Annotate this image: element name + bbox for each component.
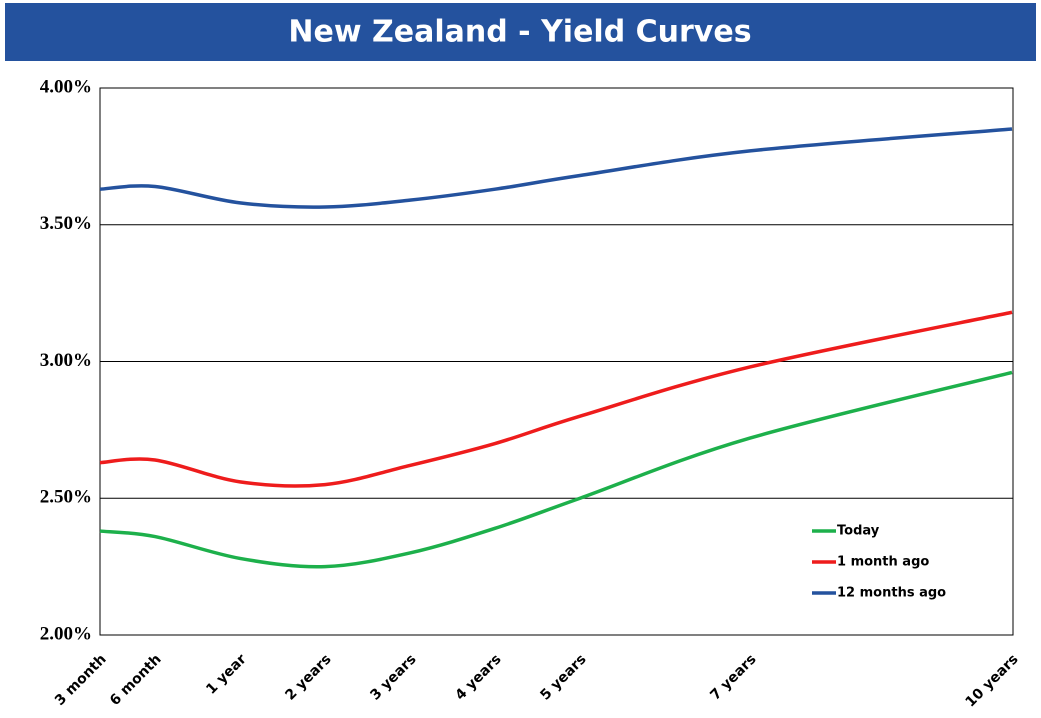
- x-tick-label: 3 years: [367, 651, 419, 703]
- y-tick-label: 2.50%: [40, 487, 92, 508]
- title-bar: [5, 3, 1036, 61]
- x-tick-label: 7 years: [707, 651, 759, 703]
- y-tick-label: 3.00%: [40, 350, 92, 371]
- x-tick-label: 4 years: [452, 651, 504, 703]
- x-tick-label: 6 month: [107, 651, 165, 709]
- legend-label: 1 month ago: [837, 555, 929, 570]
- series-line: [99, 310, 1013, 488]
- series-line: [99, 127, 1013, 209]
- x-tick-label: 5 years: [537, 651, 589, 703]
- x-tick-label: 2 years: [282, 651, 334, 703]
- x-tick-label: 1 year: [203, 651, 249, 697]
- legend-label: 12 months ago: [837, 586, 946, 601]
- legend-label: Today: [837, 524, 880, 539]
- y-tick-label: 3.50%: [40, 213, 92, 234]
- y-tick-label: 4.00%: [40, 76, 92, 97]
- x-tick-label: 3 month: [52, 651, 110, 709]
- series-line: [99, 370, 1013, 569]
- y-tick-label: 2.00%: [40, 623, 92, 644]
- x-tick-label: 10 years: [962, 651, 1021, 710]
- chart-title: New Zealand - Yield Curves: [288, 15, 751, 50]
